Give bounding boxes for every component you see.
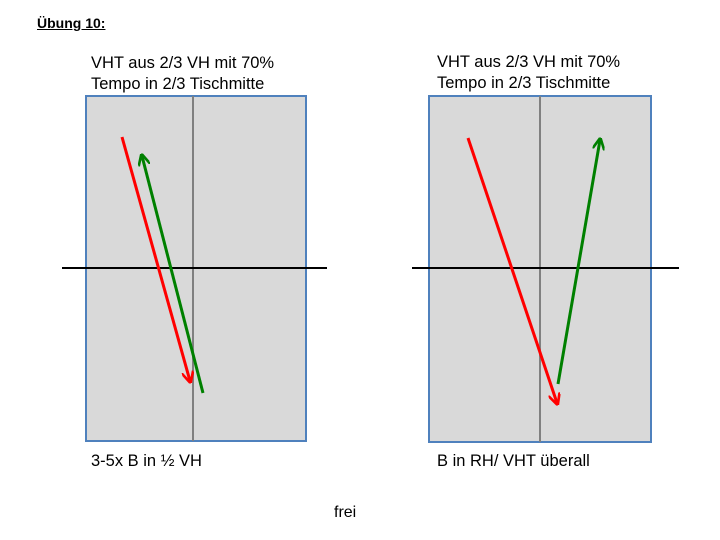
right-bottom-caption: B in RH/ VHT überall	[437, 452, 590, 470]
right-red-arrow	[466, 137, 557, 403]
right-green-arrow	[556, 140, 600, 385]
right-top-caption-line2: Tempo in 2/3 Tischmitte	[437, 74, 611, 92]
left-top-caption: VHT aus 2/3 VH mit 70% Tempo in 2/3 Tisc…	[91, 53, 274, 95]
right-table	[412, 95, 679, 443]
right-top-caption-line1: VHT aus 2/3 VH mit 70%	[437, 53, 621, 71]
left-top-caption-line2: Tempo in 2/3 Tischmitte	[91, 75, 265, 93]
footer-text: frei	[334, 504, 357, 521]
left-bottom-caption: 3-5x B in ½ VH	[91, 452, 202, 470]
left-red-arrow	[120, 136, 190, 381]
left-top-caption-line1: VHT aus 2/3 VH mit 70%	[91, 54, 275, 72]
left-table	[62, 95, 327, 442]
exercise-title: Übung 10:	[37, 15, 106, 31]
left-green-arrow	[142, 156, 205, 394]
right-top-caption: VHT aus 2/3 VH mit 70% Tempo in 2/3 Tisc…	[437, 52, 620, 94]
